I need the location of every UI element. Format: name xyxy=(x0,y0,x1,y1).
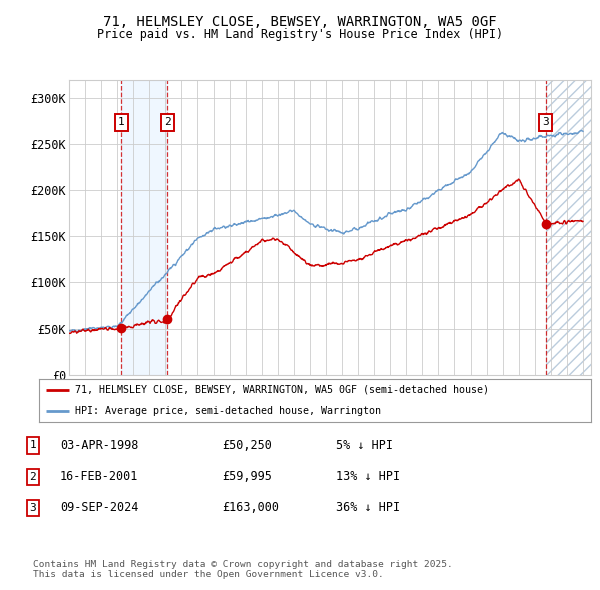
Text: 71, HELMSLEY CLOSE, BEWSEY, WARRINGTON, WA5 0GF: 71, HELMSLEY CLOSE, BEWSEY, WARRINGTON, … xyxy=(103,15,497,29)
Text: 2: 2 xyxy=(164,117,170,127)
Text: 16-FEB-2001: 16-FEB-2001 xyxy=(60,470,139,483)
Text: 2: 2 xyxy=(29,472,37,481)
Text: 36% ↓ HPI: 36% ↓ HPI xyxy=(336,502,400,514)
Text: Contains HM Land Registry data © Crown copyright and database right 2025.
This d: Contains HM Land Registry data © Crown c… xyxy=(33,560,453,579)
Text: £163,000: £163,000 xyxy=(222,502,279,514)
Text: £59,995: £59,995 xyxy=(222,470,272,483)
Text: HPI: Average price, semi-detached house, Warrington: HPI: Average price, semi-detached house,… xyxy=(75,407,381,416)
Bar xyxy=(546,80,591,375)
Bar xyxy=(121,80,167,375)
Text: 13% ↓ HPI: 13% ↓ HPI xyxy=(336,470,400,483)
Text: 09-SEP-2024: 09-SEP-2024 xyxy=(60,502,139,514)
Text: 71, HELMSLEY CLOSE, BEWSEY, WARRINGTON, WA5 0GF (semi-detached house): 71, HELMSLEY CLOSE, BEWSEY, WARRINGTON, … xyxy=(75,385,489,395)
Text: £50,250: £50,250 xyxy=(222,439,272,452)
Text: 5% ↓ HPI: 5% ↓ HPI xyxy=(336,439,393,452)
Text: 3: 3 xyxy=(29,503,37,513)
Text: 3: 3 xyxy=(542,117,549,127)
Text: 1: 1 xyxy=(29,441,37,450)
Text: 1: 1 xyxy=(118,117,125,127)
Text: 03-APR-1998: 03-APR-1998 xyxy=(60,439,139,452)
Text: Price paid vs. HM Land Registry's House Price Index (HPI): Price paid vs. HM Land Registry's House … xyxy=(97,28,503,41)
